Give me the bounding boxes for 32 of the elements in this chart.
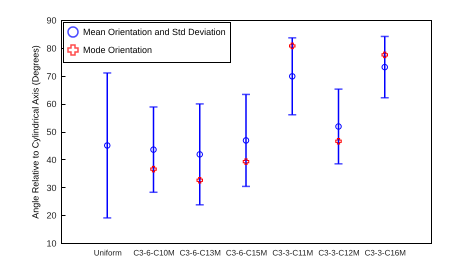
y-tick-label: 10 <box>46 238 56 248</box>
x-tick-label: C3-3-C12M <box>318 248 360 258</box>
point <box>382 64 388 70</box>
point <box>289 73 296 80</box>
x-tick-label: C3-3-C16M <box>364 248 406 258</box>
y-tick-label: 50 <box>46 127 56 137</box>
point <box>335 123 342 130</box>
point <box>242 158 250 165</box>
point <box>382 52 388 58</box>
y-tick-label: 60 <box>46 99 56 110</box>
y-axis-title: Angle Relative to Cylindrical Axis (Degrees) <box>30 45 40 219</box>
x-tick-label: C3-6-C13M <box>180 248 222 258</box>
y-tick-label: 70 <box>46 71 56 82</box>
x-tick-label: C3-3-C11M <box>272 248 314 258</box>
x-tick-label: Uniform <box>94 248 122 258</box>
point <box>150 166 157 172</box>
legend-label: Mean Orientation and Std Deviation <box>83 27 226 37</box>
y-tick-label: 80 <box>46 43 56 54</box>
point <box>289 42 296 50</box>
point <box>104 142 110 149</box>
point <box>335 138 342 144</box>
point <box>242 137 250 144</box>
point <box>150 146 157 153</box>
point <box>196 177 203 184</box>
y-tick-label: 40 <box>46 154 56 165</box>
y-tick-label: 90 <box>46 16 56 26</box>
y-tick-label: 30 <box>46 182 56 193</box>
legend-label: Mode Orientation <box>83 45 152 55</box>
y-tick-label: 20 <box>46 210 56 221</box>
point <box>196 151 203 158</box>
x-tick-label: C3-6-C10M <box>133 248 176 258</box>
x-tick-label: C3-6-C15M <box>226 248 268 258</box>
